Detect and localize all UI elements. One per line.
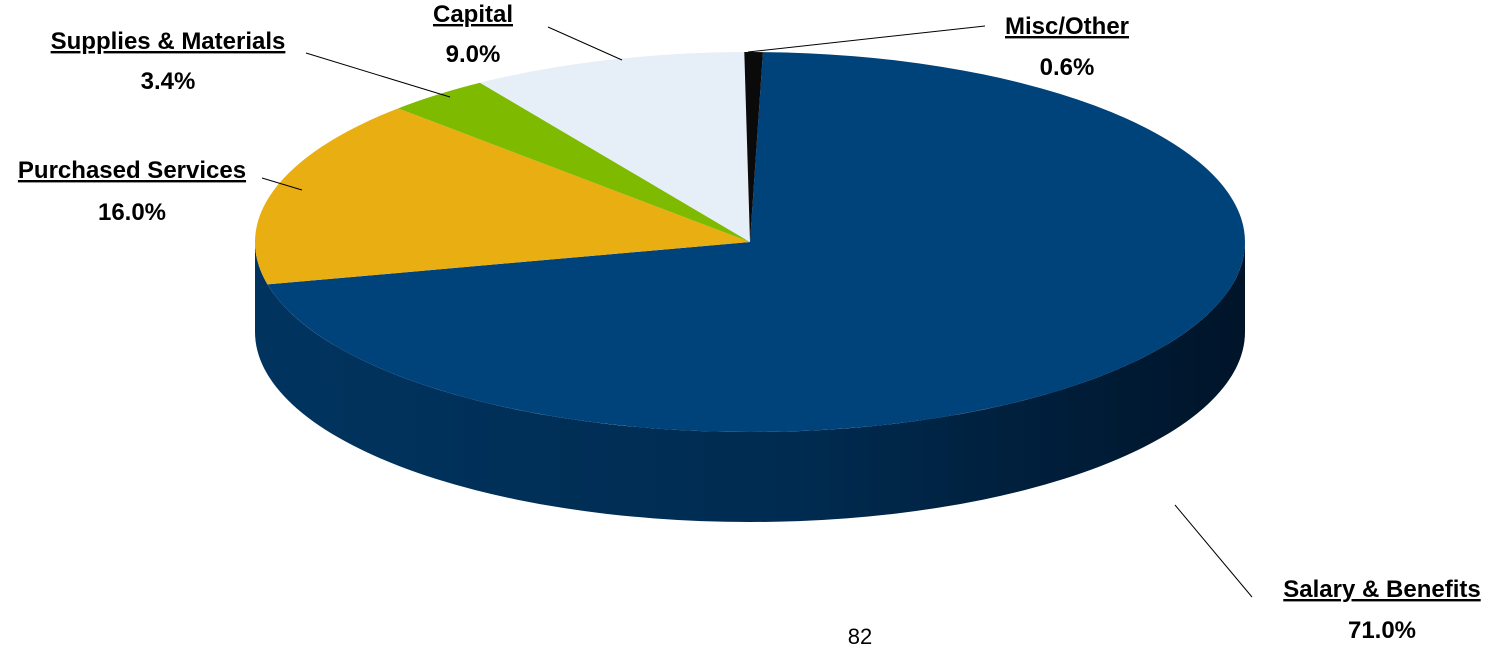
label-misc-other: Misc/Other bbox=[1005, 13, 1129, 40]
slice-misc-other bbox=[744, 51, 763, 242]
leader-line-purchased-services bbox=[261, 177, 303, 191]
slice-salary-benefits bbox=[267, 52, 1246, 432]
slice-supplies-materials bbox=[398, 82, 750, 242]
leader-line-salary-benefits bbox=[1174, 504, 1253, 598]
value-label-misc-other: 0.6% bbox=[1040, 54, 1095, 81]
pie-labels: Salary & Benefits 71.0% Purchased Services… bbox=[18, 1, 1481, 644]
slice-capital bbox=[479, 52, 750, 242]
leader-line-capital bbox=[547, 26, 623, 61]
pie-top-face bbox=[255, 51, 1246, 432]
value-label-capital: 9.0% bbox=[446, 41, 501, 68]
value-label-purchased-services: 16.0% bbox=[98, 199, 166, 226]
leader-line-misc-other bbox=[747, 25, 986, 53]
label-capital: Capital bbox=[433, 1, 513, 28]
value-label-salary-benefits: 71.0% bbox=[1348, 617, 1416, 644]
leader-line-supplies-materials bbox=[305, 52, 451, 98]
slice-purchased-services bbox=[255, 108, 750, 285]
label-purchased-services: Purchased Services bbox=[18, 157, 246, 184]
label-salary-benefits: Salary & Benefits bbox=[1283, 576, 1480, 603]
label-supplies-materials: Supplies & Materials bbox=[51, 28, 286, 55]
pie-side-wall bbox=[255, 242, 1245, 522]
page-number: 82 bbox=[847, 624, 873, 649]
side-wall-salary-benefits bbox=[255, 242, 1245, 522]
value-label-supplies-materials: 3.4% bbox=[141, 68, 196, 95]
